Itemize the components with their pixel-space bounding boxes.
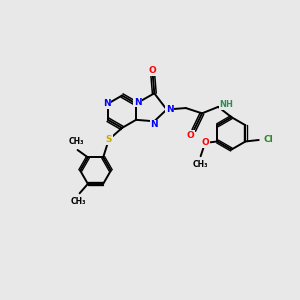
Text: CH₃: CH₃ (68, 137, 84, 146)
Text: O: O (149, 66, 157, 75)
Text: N: N (134, 98, 141, 107)
Text: N: N (151, 120, 158, 129)
Text: O: O (201, 138, 209, 147)
Text: Cl: Cl (263, 136, 273, 145)
Text: O: O (187, 131, 195, 140)
Text: S: S (106, 135, 112, 144)
Text: CH₃: CH₃ (70, 197, 86, 206)
Text: CH₃: CH₃ (193, 160, 208, 169)
Text: N: N (166, 105, 173, 114)
Text: NH: NH (220, 100, 233, 109)
Text: N: N (103, 99, 110, 108)
